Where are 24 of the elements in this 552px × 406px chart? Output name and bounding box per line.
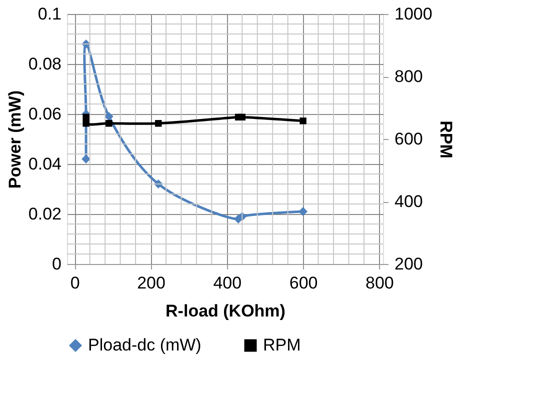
x-axis-title: R-load (KOhm) (166, 302, 286, 320)
x-tick-label: 800 (366, 274, 394, 292)
y2-tick-label: 600 (394, 130, 423, 148)
legend-label: RPM (263, 336, 301, 355)
y2-tick-label: 200 (394, 254, 423, 274)
x-tick-label: 200 (137, 274, 166, 292)
y-tick-label: 0.1 (38, 4, 62, 24)
y-axis-title: Power (mW) (5, 90, 24, 189)
y2-tick-label: 400 (394, 192, 423, 211)
legend-label: Pload-dc (mW) (88, 336, 202, 355)
y-tick-label: 0.08 (28, 54, 62, 74)
point (298, 207, 308, 216)
y-tick-label: 0.02 (28, 204, 62, 224)
x-tick-label: 600 (289, 274, 318, 292)
y-tick-label: 0 (52, 254, 62, 274)
y-tick-label: 0.06 (28, 104, 62, 124)
x-tick-label: 400 (213, 274, 242, 292)
point (104, 112, 114, 121)
y2-tick-label: 1000 (394, 4, 432, 24)
point (82, 154, 91, 164)
y2-axis-title: RPM (436, 120, 456, 158)
x-tick-label: 0 (70, 274, 80, 292)
y2-tick-label: 800 (394, 67, 423, 86)
y-tick-label: 0.04 (28, 154, 62, 174)
